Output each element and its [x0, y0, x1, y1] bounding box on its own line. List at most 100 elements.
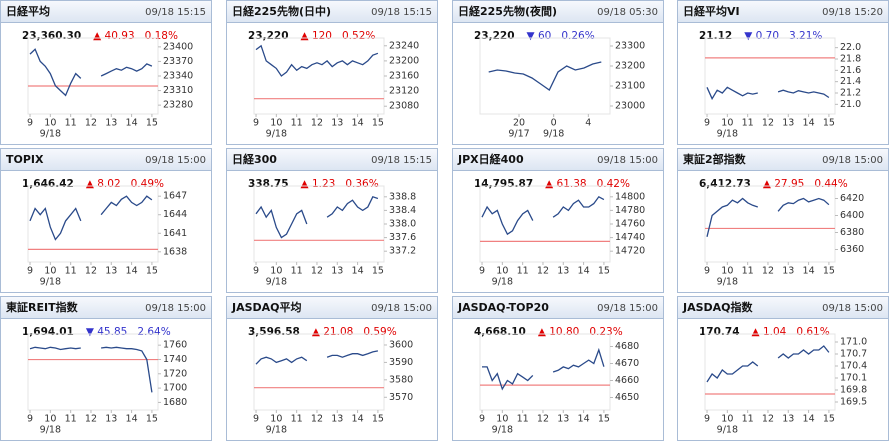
change-pct: 0.42%	[597, 178, 630, 190]
panel-frame	[0, 296, 212, 441]
price: 6,412.73	[699, 178, 751, 190]
price: 23,360.30	[22, 30, 81, 42]
x-tick-label: 13	[105, 414, 117, 425]
x-tick-label: 11	[742, 118, 754, 129]
price-line	[488, 61, 602, 91]
price: 170.74	[699, 326, 740, 338]
x-tick-label: 13	[331, 414, 343, 425]
timestamp: 09/18 05:30	[597, 7, 658, 18]
x-tick-label: 14	[803, 414, 815, 425]
x-tick-label: 9	[704, 414, 710, 425]
y-tick-label: 6420	[840, 193, 864, 204]
x-tick-label: 15	[146, 414, 158, 425]
date-label: 9/18	[266, 277, 287, 288]
y-tick-label: 23300	[615, 41, 645, 52]
panel-frame	[452, 148, 664, 293]
timestamp: 09/18 15:00	[597, 155, 658, 166]
y-tick-label: 6360	[840, 244, 864, 255]
x-tick-label: 9	[253, 266, 259, 277]
x-tick-label: 11	[517, 266, 529, 277]
y-tick-label: 23400	[163, 41, 193, 52]
y-tick-label: 23080	[389, 101, 419, 112]
x-tick-label: 12	[311, 414, 323, 425]
plot-frame	[704, 333, 836, 411]
x-tick-label: 14	[126, 414, 138, 425]
x-tick-label: 15	[372, 414, 384, 425]
change-pct: 0.26%	[561, 30, 594, 42]
x-tick-label: 10	[44, 118, 56, 129]
plot-frame	[704, 37, 836, 115]
change-pct: 3.21%	[789, 30, 822, 42]
y-tick-label: 169.8	[840, 385, 867, 396]
price-line	[29, 48, 153, 97]
y-tick-label: 23200	[389, 55, 419, 66]
price-line	[29, 346, 153, 393]
change: ▲ 61.38	[545, 178, 586, 190]
panel-frame	[226, 148, 438, 293]
x-tick-label: 11	[65, 414, 77, 425]
x-tick-label: 9	[27, 118, 33, 129]
plot-frame	[27, 185, 159, 263]
panel-title: 日経平均	[6, 4, 50, 18]
x-tick-label: 12	[762, 414, 774, 425]
y-tick-label: 21.4	[840, 76, 861, 87]
change: ▲ 120	[301, 30, 332, 42]
date-label: 9/18	[40, 277, 61, 288]
change-pct: 0.49%	[131, 178, 164, 190]
x-tick-label: 14	[578, 266, 590, 277]
y-tick-label: 23240	[389, 40, 419, 51]
panel-title: JPX日経400	[457, 152, 524, 166]
timestamp: 09/18 15:20	[822, 7, 883, 18]
x-tick-label: 10	[270, 266, 282, 277]
y-tick-label: 23310	[163, 85, 193, 96]
panel-header	[226, 296, 438, 319]
price: 1,646.42	[22, 178, 74, 190]
y-tick-label: 14740	[615, 232, 645, 243]
x-tick-label: 15	[146, 266, 158, 277]
y-tick-label: 4650	[615, 392, 639, 403]
x-tick-label: 11	[291, 414, 303, 425]
x-tick-label: 4	[585, 118, 591, 129]
change-pct: 0.36%	[345, 178, 378, 190]
x-tick-label: 15	[823, 414, 835, 425]
x-tick-label: 11	[291, 118, 303, 129]
timestamp: 09/18 15:00	[145, 155, 206, 166]
y-tick-label: 338.0	[389, 219, 416, 230]
price: 21.12	[699, 30, 732, 42]
x-tick-label: 10	[496, 414, 508, 425]
change: ▲ 21.08	[312, 326, 353, 338]
price: 1,694.01	[22, 326, 74, 338]
change: ▲ 10.80	[538, 326, 579, 338]
plot-frame	[704, 185, 836, 263]
x-tick-label: 9	[479, 414, 485, 425]
x-tick-label: 15	[823, 266, 835, 277]
y-tick-label: 6380	[840, 227, 864, 238]
price: 23,220	[474, 30, 515, 42]
x-tick-label: 14	[578, 414, 590, 425]
price-line	[255, 196, 379, 239]
y-tick-label: 1647	[163, 191, 187, 202]
panel-header	[452, 0, 664, 23]
x-tick-label: 12	[762, 118, 774, 129]
panel-title: TOPIX	[6, 153, 44, 166]
x-tick-label: 12	[85, 414, 97, 425]
price-line	[482, 347, 605, 391]
change: ▲ 27.95	[763, 178, 804, 190]
x-tick-label: 10	[270, 414, 282, 425]
x-tick-label: 9	[27, 414, 33, 425]
y-tick-label: 170.1	[840, 373, 867, 384]
timestamp: 09/18 15:00	[597, 303, 658, 314]
plot-frame	[479, 37, 611, 115]
y-tick-label: 14760	[615, 219, 645, 230]
panel-header	[226, 148, 438, 171]
x-tick-label: 10	[721, 118, 733, 129]
x-tick-label: 12	[762, 266, 774, 277]
change: ▼ 60	[527, 30, 552, 42]
price: 23,220	[248, 30, 289, 42]
timestamp: 09/18 15:15	[371, 155, 432, 166]
plot-frame	[479, 333, 611, 411]
y-tick-label: 23340	[163, 71, 193, 82]
price: 4,668.10	[474, 326, 526, 338]
x-tick-label: 13	[331, 266, 343, 277]
y-tick-label: 170.4	[840, 361, 867, 372]
